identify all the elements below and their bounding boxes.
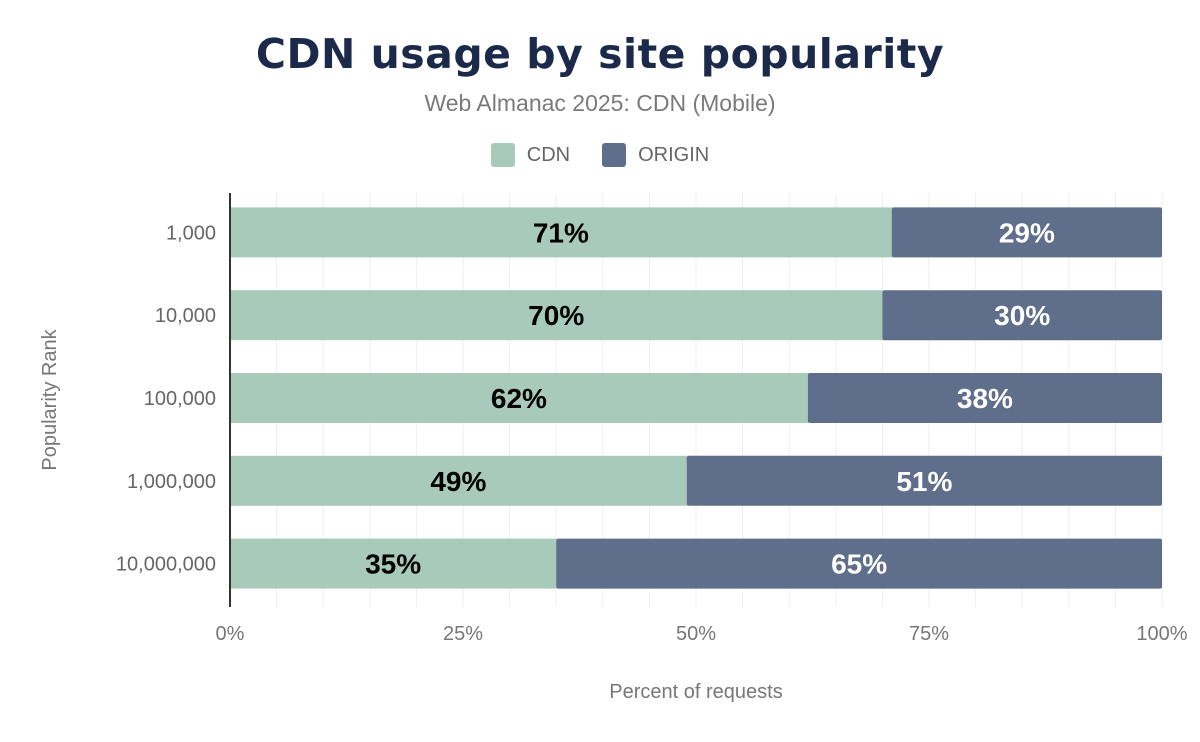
bar-origin [807,373,1162,423]
data-label: 65% [831,549,887,580]
data-label: 49% [430,466,486,497]
legend-swatch-origin [602,143,627,167]
chart-title: CDN usage by site popularity [255,30,945,78]
legend-item-origin[interactable]: ORIGIN [602,143,709,167]
x-tick-label: 75% [909,623,949,645]
bar-cdn [230,373,808,423]
data-label: 70% [528,300,584,331]
bar-cdn [230,455,687,506]
data-label: 62% [491,383,547,414]
bar-origin [686,455,1162,506]
y-tick-label: 1,000 [166,222,216,244]
legend: CDN ORIGIN [0,143,1200,167]
legend-label-origin: ORIGIN [638,143,710,166]
legend-item-cdn[interactable]: CDN [490,143,571,167]
y-tick-label: 10,000 [155,305,216,327]
data-label: 29% [999,217,1055,248]
y-axis-title: Popularity Rank [39,328,61,470]
bar-origin [891,207,1162,258]
y-tick-label: 10,000,000 [116,554,216,576]
data-label: 71% [533,217,589,248]
y-tick-label: 1,000,000 [127,471,216,493]
data-label: 38% [957,383,1013,414]
x-tick-label: 0% [216,623,245,645]
chart-subtitle: Web Almanac 2025: CDN (Mobile) [424,90,776,116]
x-tick-label: 50% [676,623,716,645]
bar-cdn [230,538,557,589]
x-tick-label: 25% [443,623,483,645]
x-tick-label: 100% [1136,623,1187,645]
bar-origin [882,290,1162,341]
bar-cdn [230,290,883,341]
data-label: 30% [994,300,1050,331]
data-label: 35% [365,549,421,580]
bar-origin [556,538,1162,589]
data-label: 51% [896,466,952,497]
y-tick-label: 100,000 [144,388,216,410]
x-axis-title: Percent of requests [609,681,782,703]
legend-swatch-cdn [490,143,515,167]
bar-cdn [230,207,892,258]
legend-label-cdn: CDN [526,143,571,166]
